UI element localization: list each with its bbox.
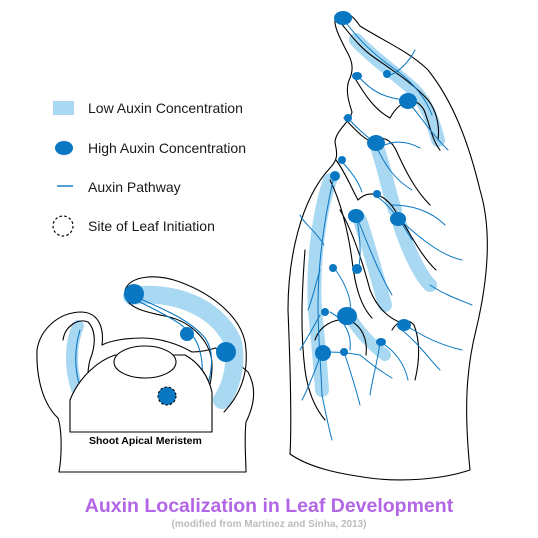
vein-25 [401, 329, 441, 371]
vein-10 [391, 204, 446, 226]
compound-leaf-illustration [287, 11, 488, 481]
leaf-dot-7 [338, 156, 346, 164]
leaf-dot-12 [352, 264, 362, 274]
leaf-dot-8 [330, 171, 340, 181]
leaf-dot-4 [399, 93, 417, 109]
legend: Low Auxin Concentration High Auxin Conce… [52, 100, 246, 237]
vein-16 [307, 269, 321, 311]
leaf-lobe-outline-4 [335, 159, 437, 271]
vein-14 [299, 214, 325, 246]
leaf-dot-19 [340, 348, 348, 356]
right-primordium-pathway-1 [133, 295, 213, 393]
vein-15 [333, 267, 351, 311]
leaf-dot-18 [315, 345, 331, 361]
left-primordium-low-auxin [66, 320, 84, 398]
right-primordium-low-auxin [123, 285, 244, 409]
leaf-dot-3 [383, 70, 391, 78]
diagram-subtitle: (modified from Martinez and Sinha, 2013) [171, 519, 366, 530]
leaf-lobe-outline-5 [329, 179, 373, 319]
legend-high-label: High Auxin Concentration [88, 140, 246, 156]
vein-11 [399, 219, 463, 261]
leaf-lobe-outline-1 [339, 21, 440, 141]
leaf-dot-6 [367, 135, 385, 151]
sam-initiation-site [157, 386, 177, 406]
leaf-lobe-outline-6 [339, 209, 411, 326]
leaf-dot-16 [397, 319, 411, 331]
vein-17 [299, 314, 321, 351]
leaf-low-auxin-mid-3 [393, 218, 437, 292]
legend-site-label: Site of Leaf Initiation [88, 218, 215, 234]
leaf-lobe-outline-3 [343, 117, 431, 206]
low-auxin-swatch [53, 101, 74, 115]
legend-low-label: Low Auxin Concentration [88, 100, 243, 116]
leaf-dot-14 [321, 308, 329, 316]
leaf-dot-tip [334, 11, 352, 25]
leaf-dot-2 [352, 72, 362, 80]
sam-high-auxin-dot-top [124, 284, 144, 304]
vein-28 [359, 354, 393, 379]
high-auxin-dot [55, 141, 73, 155]
leaf-dot-11 [390, 212, 406, 226]
diagram-title: Auxin Localization in Leaf Development [85, 495, 454, 517]
meristem-label: Shoot Apical Meristem [89, 435, 202, 447]
vein-1 [343, 19, 433, 116]
legend-pathway-label: Auxin Pathway [88, 179, 181, 195]
leaf-dot-10 [348, 209, 364, 223]
vein-18 [329, 311, 351, 351]
leaf-dot-17 [376, 338, 386, 346]
leaf-high-auxin-dots [315, 11, 417, 361]
sam-high-auxin-dot-mid [180, 327, 194, 341]
leaf-dot-15 [337, 307, 357, 325]
leaf-dot-5 [344, 114, 352, 122]
meristem-dome-shoulders [69, 354, 213, 433]
leaf-low-auxin-upper [349, 33, 445, 147]
vein-21 [343, 351, 361, 406]
leaf-low-auxin-mid-2 [353, 213, 392, 312]
dashed-circle-icon [52, 215, 74, 237]
vein-3 [387, 49, 416, 77]
leaf-dot-9 [373, 190, 381, 198]
vein-13 [357, 219, 393, 296]
sam-high-auxin-dot-right [216, 342, 236, 362]
vein-22 [369, 341, 381, 396]
vein-26 [429, 284, 473, 306]
meristem-dome-top [113, 345, 177, 379]
right-primordium-outline-outer [124, 276, 247, 413]
shoot-apical-meristem-illustration: Shoot Apical Meristem [36, 276, 255, 473]
leaf-dot-13 [329, 264, 337, 272]
leaf-lobe-outline-7 [301, 249, 326, 421]
vein-27 [321, 394, 333, 441]
